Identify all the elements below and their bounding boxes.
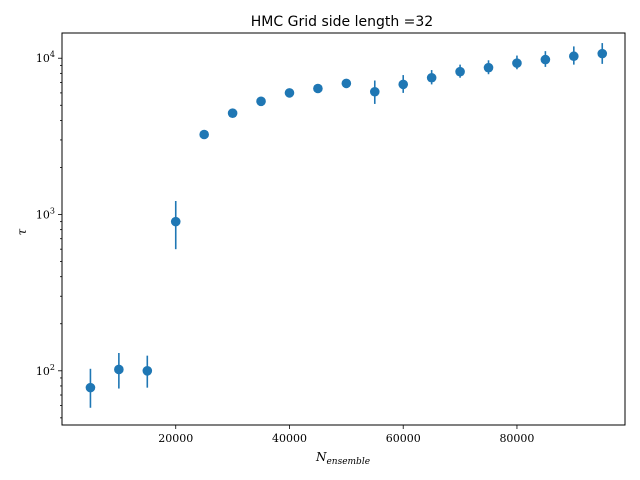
data-point [426, 72, 437, 83]
data-point [512, 58, 522, 68]
data-point [114, 364, 124, 375]
y-axis: 102 103 104 [36, 50, 62, 419]
data-point [540, 54, 551, 65]
data-point [256, 96, 266, 107]
data-point [199, 129, 209, 140]
data-point [284, 88, 295, 98]
x-tick-label: 40000 [272, 432, 307, 445]
x-axis-label: Nensemble [315, 450, 370, 467]
x-tick-label: 80000 [499, 432, 534, 445]
data-point [341, 78, 352, 89]
plot-frame [61, 32, 626, 426]
x-axis-label-main: N [315, 450, 327, 464]
x-tick-label: 60000 [386, 432, 421, 445]
x-axis: 20000 40000 60000 80000 [158, 425, 534, 445]
y-tick-label: 104 [36, 50, 55, 65]
chart-title: HMC Grid side length =32 [251, 14, 433, 30]
y-tick-label: 102 [36, 363, 55, 378]
y-tick-label: 103 [36, 207, 55, 222]
data-point [85, 382, 96, 393]
data-point [313, 83, 323, 94]
x-tick-label: 20000 [158, 432, 193, 445]
x-axis-label-subscript: ensemble [326, 457, 370, 467]
data-point [597, 48, 608, 59]
data-points [85, 48, 608, 393]
error-bars [89, 43, 604, 408]
data-point [142, 366, 153, 376]
data-point [170, 216, 181, 227]
data-point [398, 79, 409, 90]
data-point [369, 86, 380, 97]
y-axis-label: τ [15, 228, 29, 235]
data-point [227, 108, 238, 118]
data-point [455, 66, 465, 77]
data-point [569, 51, 579, 62]
data-point [483, 62, 494, 73]
